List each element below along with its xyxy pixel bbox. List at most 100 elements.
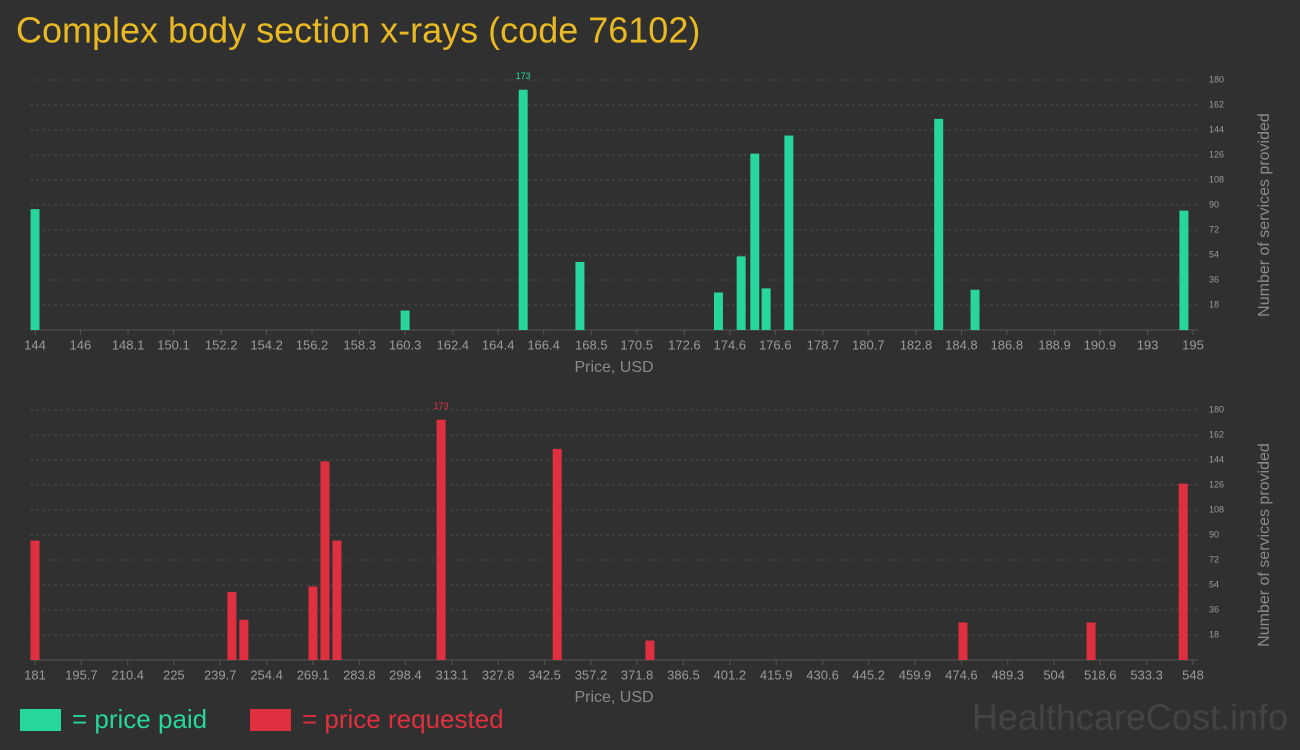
bar [958,622,968,660]
x-tick-label: 548 [1182,667,1204,682]
x-tick-label: 172.6 [668,337,701,352]
x-tick-label: 154.2 [250,337,283,352]
x-tick-label: 518.6 [1084,667,1117,682]
x-tick-label: 160.3 [389,337,422,352]
x-axis-label: Price, USD [574,689,653,706]
x-tick-label: 168.5 [575,337,608,352]
bar [970,289,980,330]
bar [308,586,318,660]
x-tick-label: 156.2 [296,337,329,352]
y-tick-label: 144 [1209,454,1224,464]
bar [1086,622,1096,660]
bar [239,619,249,660]
x-tick-label: 174.6 [714,337,747,352]
x-tick-label: 533.3 [1130,667,1163,682]
y-tick-label: 90 [1209,529,1219,539]
y-tick-label: 90 [1209,199,1219,209]
x-tick-label: 195.7 [65,667,98,682]
bar [400,310,410,330]
x-tick-label: 313.1 [436,667,469,682]
x-tick-label: 152.2 [205,337,238,352]
x-tick-label: 184.8 [945,337,978,352]
x-tick-label: 401.2 [714,667,747,682]
y-tick-label: 54 [1209,249,1219,259]
bar [761,288,771,330]
x-tick-label: 148.1 [112,337,145,352]
bar [227,591,237,660]
y-tick-label: 144 [1209,124,1224,134]
bar [30,209,40,330]
data-label: 173 [516,71,531,81]
y-tick-label: 126 [1209,149,1224,159]
x-tick-label: 254.4 [250,667,283,682]
y-axis-label: Number of services provided [1256,113,1273,317]
legend-label: = price requested [302,704,504,734]
y-tick-label: 126 [1209,479,1224,489]
x-tick-label: 357.2 [575,667,608,682]
y-tick-label: 108 [1209,174,1224,184]
x-tick-label: 170.5 [620,337,653,352]
x-tick-label: 193 [1137,337,1159,352]
x-tick-label: 210.4 [111,667,144,682]
x-tick-label: 176.6 [759,337,792,352]
legend-label: = price paid [72,704,207,734]
x-tick-label: 181 [24,667,46,682]
bar [332,540,342,660]
bar [736,256,746,330]
x-tick-label: 195 [1182,337,1204,352]
x-tick-label: 146 [70,337,92,352]
bar [518,89,528,330]
x-tick-label: 180.7 [852,337,885,352]
x-tick-label: 269.1 [297,667,330,682]
y-tick-label: 162 [1209,429,1224,439]
y-tick-label: 108 [1209,504,1224,514]
data-label: 173 [434,401,449,411]
x-tick-label: 489.3 [992,667,1025,682]
x-tick-label: 166.4 [527,337,560,352]
watermark: HealthcareCost.info [972,697,1288,738]
x-tick-label: 474.6 [945,667,978,682]
x-tick-label: 283.8 [343,667,376,682]
x-tick-label: 162.4 [437,337,470,352]
y-axis-label: Number of services provided [1256,443,1273,647]
bar [575,261,585,330]
x-tick-label: 182.8 [900,337,933,352]
x-tick-label: 371.8 [621,667,654,682]
bar [1178,483,1188,660]
x-tick-label: 504 [1043,667,1065,682]
x-tick-label: 386.5 [667,667,700,682]
x-tick-label: 239.7 [204,667,237,682]
bar [645,640,655,660]
x-tick-label: 327.8 [482,667,515,682]
y-tick-label: 72 [1209,554,1219,564]
y-tick-label: 180 [1209,74,1224,84]
y-tick-label: 54 [1209,579,1219,589]
y-tick-label: 36 [1209,604,1219,614]
x-tick-label: 342.5 [528,667,561,682]
x-axis-label: Price, USD [574,359,653,376]
legend-swatch [250,709,291,731]
legend-swatch [20,709,61,731]
x-tick-label: 144 [24,337,46,352]
y-tick-label: 162 [1209,99,1224,109]
x-tick-label: 190.9 [1084,337,1117,352]
bar [750,153,760,330]
bar [934,118,944,330]
x-tick-label: 164.4 [482,337,515,352]
x-tick-label: 150.1 [157,337,190,352]
x-tick-label: 459.9 [899,667,932,682]
y-tick-label: 18 [1209,629,1219,639]
y-tick-label: 180 [1209,404,1224,414]
bar [320,461,330,660]
x-tick-label: 298.4 [389,667,422,682]
chart-title: Complex body section x-rays (code 76102) [16,10,700,51]
x-tick-label: 415.9 [760,667,793,682]
bar [1179,210,1189,330]
x-tick-label: 430.6 [806,667,839,682]
x-tick-label: 188.9 [1038,337,1071,352]
bar [784,135,794,330]
bar [713,292,723,330]
bar [436,419,446,660]
